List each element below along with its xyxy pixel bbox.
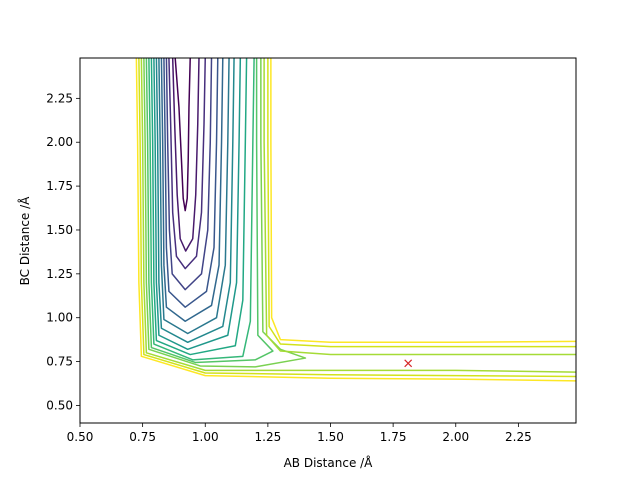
contour-line [174, 58, 191, 212]
contour-line [148, 58, 255, 361]
contour-line [171, 58, 200, 252]
y-tick-label: 2.25 [46, 91, 73, 105]
contour-line [158, 58, 230, 335]
contour-line [153, 58, 242, 351]
y-tick-label: 1.50 [46, 223, 73, 237]
x-tick-label: 1.25 [255, 430, 282, 444]
contour-line [143, 58, 307, 368]
contour-line [140, 58, 576, 373]
contour-line [163, 58, 219, 308]
x-tick-label: 2.25 [505, 430, 532, 444]
contour-line [155, 58, 235, 344]
contour-line [135, 58, 576, 382]
y-axis-ticks: 0.50 0.75 1.00 1.25 1.50 1.75 2.00 2.25 [46, 91, 80, 412]
contour-line [138, 58, 576, 378]
contour-line [263, 58, 576, 356]
y-tick-label: 2.00 [46, 135, 73, 149]
contour-line [160, 58, 224, 322]
x-tick-label: 0.50 [67, 430, 94, 444]
x-tick-label: 1.75 [380, 430, 407, 444]
contour-line [267, 58, 576, 348]
marker-layer [404, 359, 413, 368]
y-tick-label: 1.25 [46, 267, 73, 281]
y-axis-label: BC Distance /Å [17, 196, 32, 286]
y-tick-label: 0.50 [46, 398, 73, 412]
contour-line [168, 58, 206, 270]
x-axis-ticks: 0.50 0.75 1.00 1.25 1.50 1.75 2.00 2.25 [67, 423, 532, 444]
contour-line [270, 58, 576, 344]
x-axis-label: AB Distance /Å [284, 455, 374, 470]
contour-line [150, 58, 248, 356]
x-tick-label: 1.00 [192, 430, 219, 444]
y-tick-label: 0.75 [46, 355, 73, 369]
contour-lines [135, 58, 576, 382]
plot-frame [79, 57, 577, 424]
x-tick-label: 0.75 [129, 430, 156, 444]
contour-line [145, 58, 274, 364]
x-tick-label: 1.50 [317, 430, 344, 444]
y-tick-label: 1.00 [46, 311, 73, 325]
marker-x [404, 359, 413, 368]
x-tick-label: 2.00 [442, 430, 469, 444]
y-tick-label: 1.75 [46, 179, 73, 193]
contour-line [165, 58, 213, 291]
